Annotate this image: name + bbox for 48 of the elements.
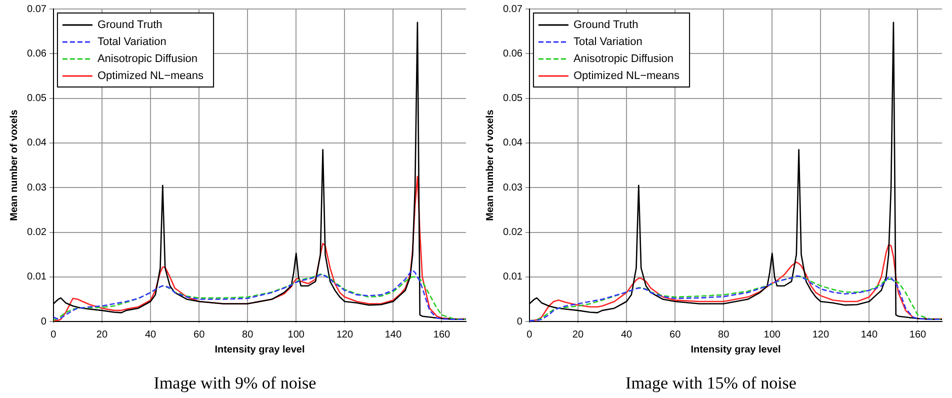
y-axis-title: Mean number of voxels	[484, 109, 496, 221]
text: Image with 9% of noise	[154, 373, 316, 392]
x-tick-label: 160	[433, 329, 451, 340]
x-axis-title: Intensity gray level	[214, 344, 305, 356]
legend-label: Anisotropic Diffusion	[97, 53, 198, 66]
x-tick-label: 0	[526, 329, 533, 340]
x-tick-label: 20	[96, 329, 108, 340]
y-tick-label: 0.05	[26, 93, 47, 104]
x-tick-label: 60	[670, 329, 682, 340]
y-tick-label: 0.02	[26, 227, 47, 238]
y-tick-label: 0.01	[26, 272, 47, 283]
x-tick-label: 0	[50, 329, 57, 340]
y-tick-label: 0.03	[502, 182, 523, 194]
y-tick-label: 0.03	[26, 182, 47, 194]
x-tick-label: 160	[909, 329, 927, 340]
y-tick-label: 0.07	[26, 4, 47, 15]
y-tick-label: 0.05	[502, 93, 523, 104]
legend-label: Total Variation	[97, 36, 166, 48]
x-tick-label: 80	[242, 329, 254, 340]
x-tick-label: 120	[812, 329, 830, 340]
y-tick-label: 0.06	[502, 48, 523, 60]
x-axis-title: Intensity gray level	[690, 344, 781, 356]
y-tick-label: 0.06	[26, 48, 47, 60]
y-tick-label: 0	[40, 316, 47, 328]
y-tick-label: 0.07	[502, 4, 523, 15]
y-tick-label: 0.04	[502, 138, 523, 149]
x-tick-label: 100	[288, 329, 305, 340]
x-tick-label: 20	[572, 329, 584, 340]
x-tick-label: 140	[860, 329, 878, 340]
legend-label: Anisotropic Diffusion	[573, 53, 674, 66]
legend-label: Optimized NL−means	[573, 70, 680, 82]
y-tick-label: 0.01	[502, 272, 523, 283]
legend-label: Ground Truth	[97, 19, 162, 32]
legend-label: Optimized NL−means	[97, 70, 204, 82]
y-axis-title: Mean number of voxels	[8, 109, 20, 221]
x-tick-label: 100	[764, 329, 781, 340]
x-tick-label: 120	[336, 329, 354, 340]
legend-label: Total Variation	[573, 36, 642, 48]
x-tick-label: 60	[194, 329, 206, 340]
x-tick-label: 40	[144, 329, 157, 340]
text: Image with 15% of noise	[626, 373, 796, 392]
x-tick-label: 40	[620, 329, 633, 340]
legend-label: Ground Truth	[573, 19, 638, 32]
x-tick-label: 80	[718, 329, 730, 340]
y-tick-label: 0.02	[502, 227, 523, 238]
y-tick-label: 0	[516, 316, 523, 328]
y-tick-label: 0.04	[26, 138, 47, 149]
x-tick-label: 140	[384, 329, 402, 340]
